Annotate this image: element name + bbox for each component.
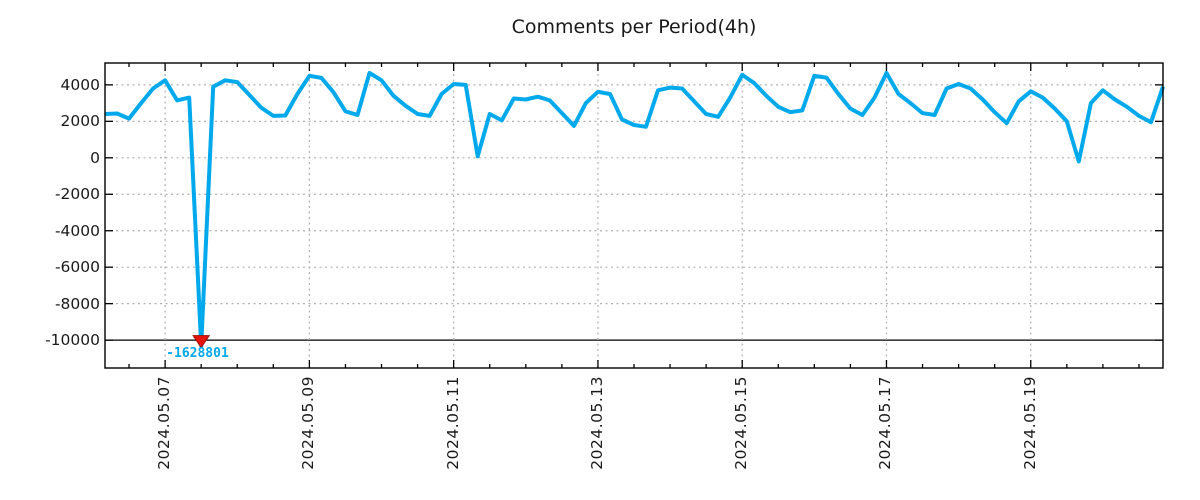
y-tick-label: 2000 xyxy=(60,112,100,131)
y-tick-label: -4000 xyxy=(54,221,100,240)
min-marker-icon xyxy=(192,335,211,349)
x-tick-label: 2024.05.11 xyxy=(443,376,462,470)
y-tick-label: 4000 xyxy=(60,75,100,94)
y-tick-label: -8000 xyxy=(54,294,100,313)
series-line xyxy=(104,71,1165,348)
x-tick-label: 2024.05.19 xyxy=(1020,376,1039,470)
y-tick-label: -2000 xyxy=(54,185,100,204)
y-tick-label: -10000 xyxy=(45,331,100,350)
x-tick-label: 2024.05.17 xyxy=(876,376,895,470)
x-tick-label: 2024.05.13 xyxy=(587,376,606,470)
y-tick-label: -6000 xyxy=(54,258,100,277)
x-tick-label: 2024.05.07 xyxy=(155,376,174,470)
min-value-label: -1628801 xyxy=(166,346,229,361)
chart-title: Comments per Period(4h) xyxy=(511,16,757,38)
x-tick-label: 2024.05.09 xyxy=(299,376,318,470)
plot-border xyxy=(104,62,1164,369)
y-tick-label: 0 xyxy=(90,148,100,167)
x-tick-label: 2024.05.15 xyxy=(732,376,751,470)
